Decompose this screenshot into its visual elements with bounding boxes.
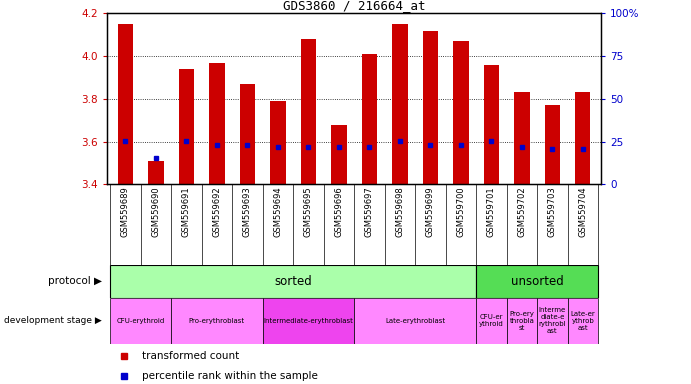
Text: GSM559691: GSM559691: [182, 187, 191, 237]
Bar: [545, 105, 560, 184]
Text: GSM559701: GSM559701: [487, 187, 496, 237]
Bar: [110, 298, 171, 344]
Text: GSM559702: GSM559702: [518, 187, 527, 237]
Bar: [484, 65, 499, 184]
Text: GSM559697: GSM559697: [365, 187, 374, 237]
Bar: [179, 69, 194, 184]
Text: GSM559699: GSM559699: [426, 187, 435, 237]
Text: GSM559700: GSM559700: [456, 187, 465, 237]
Text: GSM559698: GSM559698: [395, 187, 404, 237]
Text: Intermediate-erythroblast: Intermediate-erythroblast: [263, 318, 353, 324]
Text: unsorted: unsorted: [511, 275, 563, 288]
Text: percentile rank within the sample: percentile rank within the sample: [142, 371, 318, 381]
Bar: [575, 93, 591, 184]
Text: Interme
diate-e
rythrobl
ast: Interme diate-e rythrobl ast: [538, 307, 566, 334]
Bar: [331, 124, 346, 184]
Bar: [362, 54, 377, 184]
Bar: [537, 298, 567, 344]
Bar: [476, 298, 507, 344]
Text: GSM559693: GSM559693: [243, 187, 252, 237]
Text: Late-erythroblast: Late-erythroblast: [385, 318, 445, 324]
Bar: [270, 101, 285, 184]
Bar: [507, 298, 537, 344]
Text: sorted: sorted: [274, 275, 312, 288]
Text: GSM559692: GSM559692: [212, 187, 221, 237]
Text: GSM559695: GSM559695: [304, 187, 313, 237]
Text: protocol ▶: protocol ▶: [48, 276, 102, 286]
Text: GSM559694: GSM559694: [274, 187, 283, 237]
Bar: [453, 41, 468, 184]
Text: CFU-erythroid: CFU-erythroid: [117, 318, 164, 324]
Bar: [110, 265, 476, 298]
Text: CFU-er
ythroid: CFU-er ythroid: [479, 314, 504, 327]
Bar: [476, 265, 598, 298]
Text: Pro-erythroblast: Pro-erythroblast: [189, 318, 245, 324]
Text: Late-er
ythrob
ast: Late-er ythrob ast: [571, 311, 595, 331]
Bar: [149, 161, 164, 184]
Bar: [354, 298, 476, 344]
Bar: [117, 24, 133, 184]
Bar: [301, 39, 316, 184]
Bar: [171, 298, 263, 344]
Bar: [392, 24, 408, 184]
Bar: [567, 298, 598, 344]
Bar: [263, 298, 354, 344]
Text: Pro-ery
throbla
st: Pro-ery throbla st: [509, 311, 534, 331]
Text: GSM559704: GSM559704: [578, 187, 587, 237]
Text: GSM559689: GSM559689: [121, 187, 130, 237]
Text: GSM559703: GSM559703: [548, 187, 557, 237]
Bar: [240, 84, 255, 184]
Bar: [423, 30, 438, 184]
Bar: [209, 63, 225, 184]
Title: GDS3860 / 216664_at: GDS3860 / 216664_at: [283, 0, 426, 12]
Bar: [514, 93, 529, 184]
Text: transformed count: transformed count: [142, 351, 239, 361]
Text: GSM559690: GSM559690: [151, 187, 160, 237]
Text: development stage ▶: development stage ▶: [4, 316, 102, 325]
Text: GSM559696: GSM559696: [334, 187, 343, 237]
